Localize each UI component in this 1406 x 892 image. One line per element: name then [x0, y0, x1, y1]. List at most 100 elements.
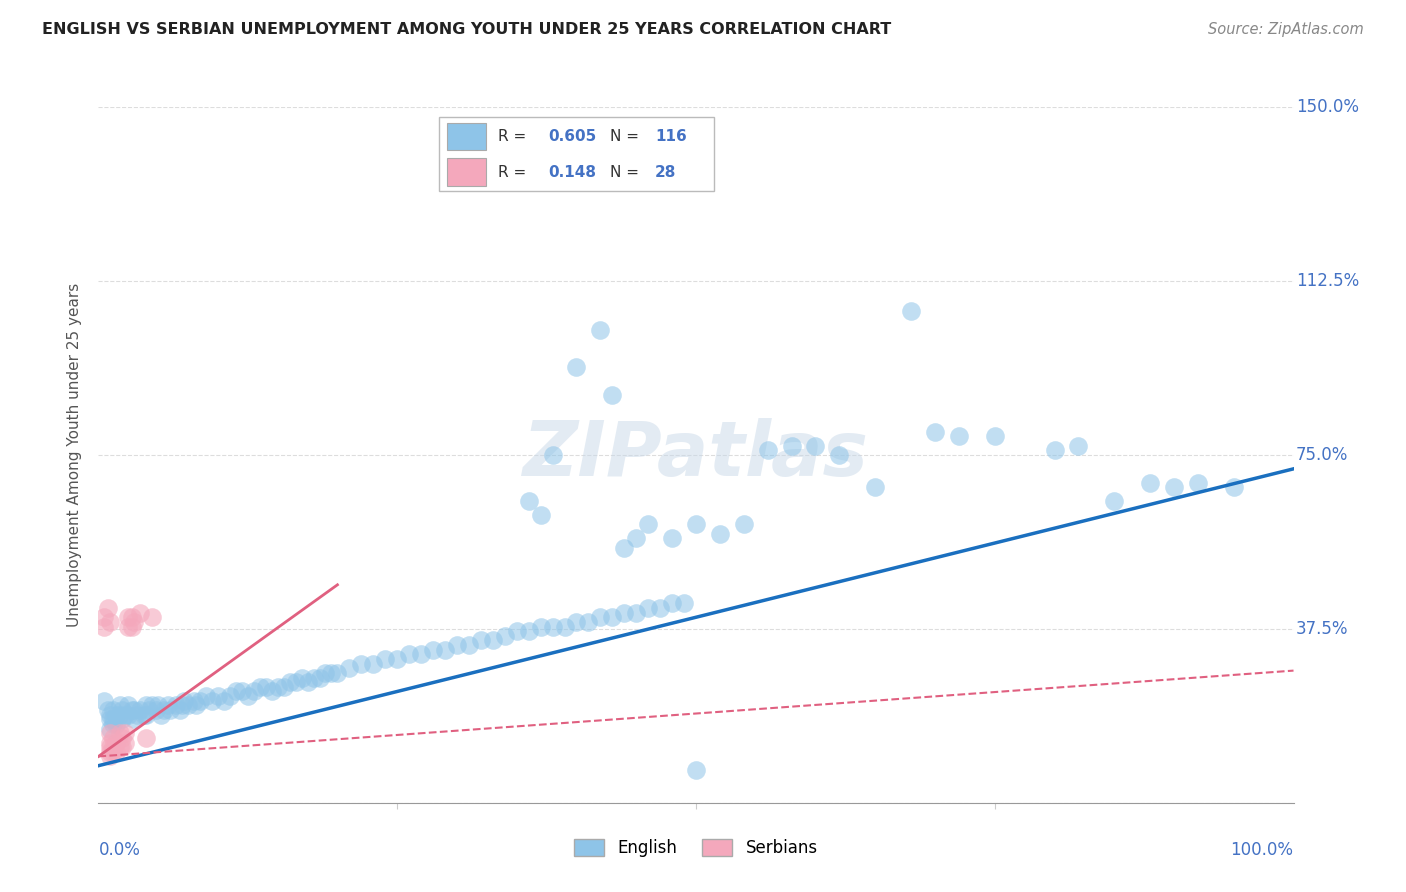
Point	[105, 707, 128, 722]
Point	[685, 764, 707, 778]
Point	[188, 694, 211, 708]
Point	[98, 722, 122, 736]
Point	[121, 619, 143, 633]
Point	[321, 665, 343, 680]
Point	[446, 638, 468, 652]
FancyBboxPatch shape	[439, 117, 714, 191]
Point	[337, 661, 360, 675]
Point	[124, 703, 146, 717]
Point	[398, 648, 420, 662]
Point	[948, 429, 970, 443]
Point	[780, 439, 803, 453]
Point	[108, 740, 131, 755]
Point	[135, 698, 157, 713]
Point	[101, 717, 124, 731]
Point	[105, 717, 128, 731]
Point	[97, 703, 120, 717]
Text: 0.0%: 0.0%	[98, 841, 141, 859]
Point	[114, 726, 136, 740]
Point	[284, 675, 307, 690]
Text: 0.148: 0.148	[548, 164, 596, 179]
Point	[637, 517, 659, 532]
Point	[363, 657, 385, 671]
Y-axis label: Unemployment Among Youth under 25 years: Unemployment Among Youth under 25 years	[67, 283, 83, 627]
Point	[148, 698, 170, 713]
Point	[637, 601, 659, 615]
Point	[541, 448, 564, 462]
Point	[125, 707, 148, 722]
Point	[172, 698, 194, 713]
Point	[1187, 475, 1209, 490]
Point	[225, 684, 247, 698]
Point	[600, 610, 623, 624]
Point	[186, 698, 208, 713]
Point	[494, 629, 516, 643]
Point	[685, 517, 707, 532]
Point	[254, 680, 277, 694]
Point	[613, 606, 636, 620]
Point	[183, 694, 205, 708]
Point	[661, 596, 683, 610]
Point	[105, 745, 128, 759]
Point	[101, 745, 124, 759]
Point	[529, 619, 551, 633]
Point	[121, 610, 143, 624]
Point	[156, 698, 179, 713]
Point	[135, 731, 157, 745]
Point	[153, 703, 176, 717]
Point	[661, 532, 683, 546]
Point	[541, 619, 564, 633]
Point	[517, 494, 540, 508]
Text: Source: ZipAtlas.com: Source: ZipAtlas.com	[1208, 22, 1364, 37]
Point	[517, 624, 540, 639]
Point	[1043, 443, 1066, 458]
Point	[1067, 439, 1090, 453]
Text: ZIPatlas: ZIPatlas	[523, 418, 869, 491]
Point	[219, 689, 242, 703]
Point	[422, 642, 444, 657]
Point	[273, 680, 295, 694]
Point	[804, 439, 827, 453]
Point	[589, 323, 612, 337]
Point	[132, 707, 155, 722]
Point	[624, 606, 647, 620]
Point	[135, 707, 157, 722]
Point	[108, 698, 131, 713]
Point	[108, 707, 131, 722]
FancyBboxPatch shape	[447, 123, 486, 150]
Point	[1139, 475, 1161, 490]
Point	[97, 601, 120, 615]
Point	[1102, 494, 1125, 508]
Point	[124, 712, 146, 726]
Point	[114, 707, 136, 722]
Point	[98, 726, 122, 740]
Text: N =: N =	[610, 129, 644, 144]
Point	[315, 665, 337, 680]
FancyBboxPatch shape	[447, 159, 486, 186]
Point	[98, 740, 122, 755]
Point	[165, 698, 187, 713]
Point	[249, 680, 271, 694]
Point	[243, 684, 266, 698]
Point	[326, 665, 349, 680]
Point	[411, 648, 433, 662]
Point	[105, 735, 128, 749]
Point	[600, 387, 623, 401]
Point	[297, 675, 319, 690]
Point	[506, 624, 529, 639]
Point	[117, 619, 139, 633]
Point	[98, 745, 122, 759]
Point	[278, 675, 301, 690]
Text: 0.605: 0.605	[548, 129, 596, 144]
Point	[828, 448, 851, 462]
Point	[124, 615, 146, 629]
Text: N =: N =	[610, 164, 644, 179]
Point	[111, 731, 134, 745]
Point	[138, 703, 160, 717]
Point	[114, 735, 136, 749]
Point	[863, 480, 886, 494]
Point	[733, 517, 755, 532]
Point	[565, 615, 588, 629]
Point	[98, 615, 122, 629]
Point	[93, 610, 115, 624]
